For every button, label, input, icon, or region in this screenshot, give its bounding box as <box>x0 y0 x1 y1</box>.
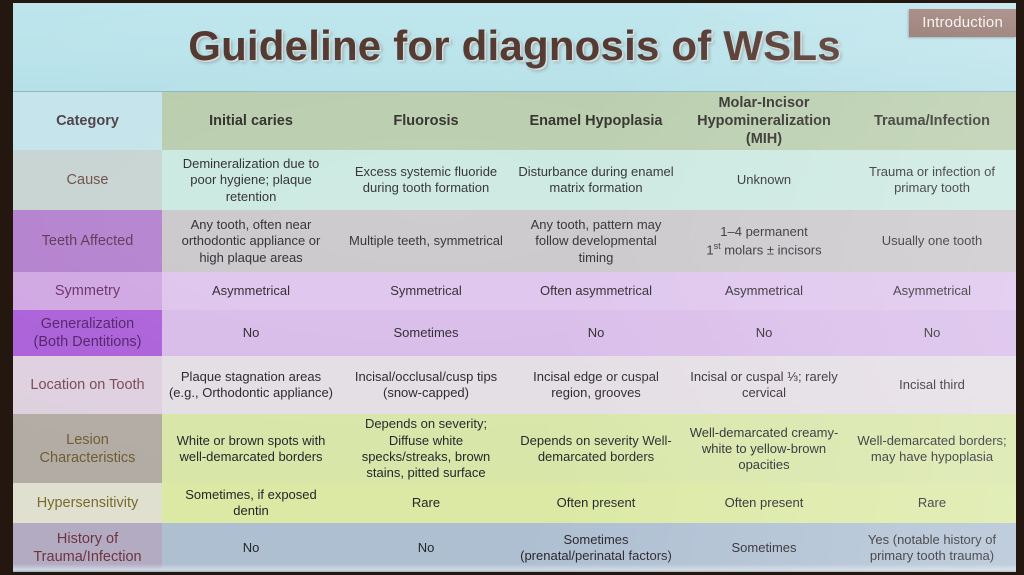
table-row: History of Trauma/Infection No No Someti… <box>13 523 1016 572</box>
cell-generalization-mih: No <box>680 310 848 357</box>
cell-lesion-initial-caries: White or brown spots with well-demarcate… <box>162 414 340 484</box>
cell-location-enamel-hypoplasia: Incisal edge or cuspal region, grooves <box>512 356 680 415</box>
cell-history-initial-caries: No <box>162 523 340 572</box>
row-label-generalization-line1: Generalization <box>40 316 135 333</box>
cell-location-mih: Incisal or cuspal ⅓; rarely cervical <box>680 356 848 415</box>
row-label-lesion-characteristics: Lesion Characteristics <box>13 414 162 484</box>
column-header-enamel-hypoplasia: Enamel Hypoplasia <box>512 92 680 151</box>
cell-lesion-trauma-infection: Well-demarcated borders; may have hypopl… <box>848 414 1016 484</box>
row-label-generalization: Generalization (Both Dentitions) <box>13 310 162 357</box>
cell-history-fluorosis: No <box>340 523 512 572</box>
cell-lesion-fluorosis: Depends on severity; Diffuse white speck… <box>340 414 512 484</box>
column-header-trauma-infection: Trauma/Infection <box>848 92 1016 151</box>
table-row: Location on Tooth Plaque stagnation area… <box>13 356 1016 415</box>
cell-teeth-affected-initial-caries: Any tooth, often near orthodontic applia… <box>162 210 340 273</box>
row-label-history-of-trauma: History of Trauma/Infection <box>13 523 162 572</box>
cell-generalization-trauma-infection: No <box>848 310 1016 357</box>
table-row: Symmetry Asymmetrical Symmetrical Often … <box>13 272 1016 311</box>
column-header-mih-line2: Hypomineralization (MIH) <box>697 113 831 148</box>
cell-hypersensitivity-trauma-infection: Rare <box>848 483 1016 524</box>
cell-hypersensitivity-mih: Often present <box>680 483 848 524</box>
cell-hypersensitivity-fluorosis: Rare <box>340 483 512 524</box>
row-label-cause: Cause <box>13 150 162 211</box>
column-header-category: Category <box>13 92 162 151</box>
cell-cause-trauma-infection: Trauma or infection of primary tooth <box>848 150 1016 211</box>
cell-symmetry-mih: Asymmetrical <box>680 272 848 311</box>
comparison-table-wrapper: Category Initial caries Fluorosis Enamel… <box>13 92 1016 572</box>
row-label-hypersensitivity: Hypersensitivity <box>13 483 162 524</box>
cell-lesion-enamel-hypoplasia: Depends on severity Well-demarcated bord… <box>512 414 680 484</box>
section-badge: Introduction <box>909 9 1016 37</box>
cell-location-trauma-infection: Incisal third <box>848 356 1016 415</box>
column-header-mih-line1: Molar-Incisor <box>718 95 810 111</box>
table-header-row: Category Initial caries Fluorosis Enamel… <box>13 92 1016 151</box>
cell-history-mih: Sometimes <box>680 523 848 572</box>
cell-generalization-enamel-hypoplasia: No <box>512 310 680 357</box>
table-row: Teeth Affected Any tooth, often near ort… <box>13 210 1016 273</box>
row-label-symmetry: Symmetry <box>13 272 162 311</box>
title-band: Guideline for diagnosis of WSLs Introduc… <box>13 3 1016 92</box>
column-header-initial-caries: Initial caries <box>162 92 340 151</box>
cell-cause-initial-caries: Demineralization due to poor hygiene; pl… <box>162 150 340 211</box>
cell-cause-enamel-hypoplasia: Disturbance during enamel matrix formati… <box>512 150 680 211</box>
row-label-generalization-line2: (Both Dentitions) <box>33 334 142 351</box>
cell-generalization-initial-caries: No <box>162 310 340 357</box>
cell-location-initial-caries: Plaque stagnation areas (e.g., Orthodont… <box>162 356 340 415</box>
table-row: Cause Demineralization due to poor hygie… <box>13 150 1016 211</box>
cell-history-trauma-infection: Yes (notable history of primary tooth tr… <box>848 523 1016 572</box>
table-row: Hypersensitivity Sometimes, if exposed d… <box>13 483 1016 524</box>
slide-bottom-edge <box>13 564 1016 572</box>
row-label-history-line2: Trauma/Infection <box>33 549 142 566</box>
cell-symmetry-fluorosis: Symmetrical <box>340 272 512 311</box>
row-label-teeth-affected: Teeth Affected <box>13 210 162 273</box>
cell-lesion-mih: Well-demarcated creamy-white to yellow-b… <box>680 414 848 484</box>
cell-cause-mih: Unknown <box>680 150 848 211</box>
cell-location-fluorosis: Incisal/occlusal/cusp tips (snow-capped) <box>340 356 512 415</box>
cell-teeth-affected-mih: 1–4 permanent 1st molars ± incisors <box>680 210 848 273</box>
cell-cause-fluorosis: Excess systemic fluoride during tooth fo… <box>340 150 512 211</box>
row-label-location-on-tooth: Location on Tooth <box>13 356 162 415</box>
table-row: Lesion Characteristics White or brown sp… <box>13 414 1016 484</box>
presentation-slide: Guideline for diagnosis of WSLs Introduc… <box>13 3 1016 572</box>
cell-symmetry-initial-caries: Asymmetrical <box>162 272 340 311</box>
page-title: Guideline for diagnosis of WSLs <box>188 22 841 69</box>
cell-generalization-fluorosis: Sometimes <box>340 310 512 357</box>
cell-teeth-affected-trauma-infection: Usually one tooth <box>848 210 1016 273</box>
cell-hypersensitivity-initial-caries: Sometimes, if exposed dentin <box>162 483 340 524</box>
cell-hypersensitivity-enamel-hypoplasia: Often present <box>512 483 680 524</box>
cell-symmetry-enamel-hypoplasia: Often asymmetrical <box>512 272 680 311</box>
cell-history-enamel-hypoplasia: Sometimes (prenatal/perinatal factors) <box>512 523 680 572</box>
row-label-history-line1: History of <box>56 531 119 548</box>
cell-symmetry-trauma-infection: Asymmetrical <box>848 272 1016 311</box>
column-header-fluorosis: Fluorosis <box>340 92 512 151</box>
column-header-mih: Molar-Incisor Hypomineralization (MIH) <box>680 92 848 151</box>
cell-teeth-affected-fluorosis: Multiple teeth, symmetrical <box>340 210 512 273</box>
table-row: Generalization (Both Dentitions) No Some… <box>13 310 1016 357</box>
cell-teeth-affected-enamel-hypoplasia: Any tooth, pattern may follow developmen… <box>512 210 680 273</box>
comparison-table: Category Initial caries Fluorosis Enamel… <box>13 92 1016 572</box>
